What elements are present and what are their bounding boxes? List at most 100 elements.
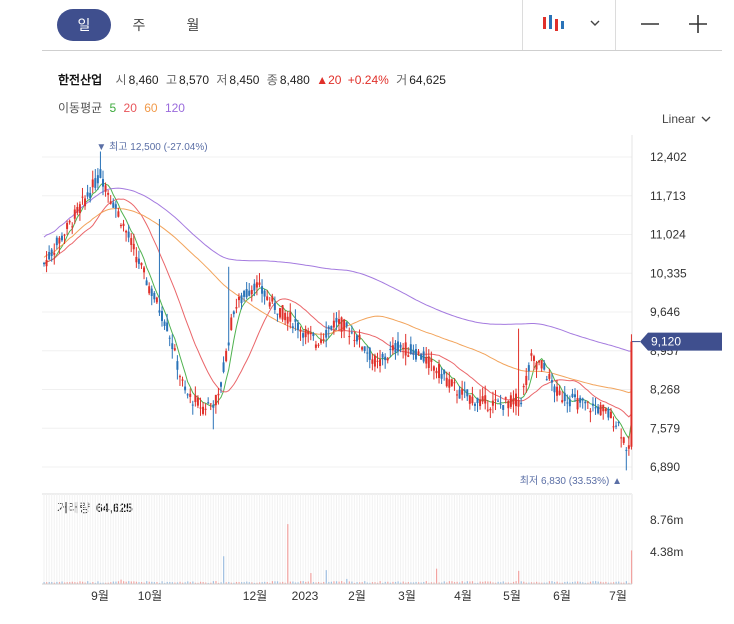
volume-bar	[469, 581, 471, 584]
volume-bar	[566, 581, 569, 584]
candle-body	[84, 198, 87, 207]
volume-bar	[266, 582, 268, 584]
volume-bar	[76, 582, 79, 584]
candle-body	[532, 356, 535, 361]
candle-body	[574, 394, 576, 398]
volume-bar	[346, 578, 348, 584]
tab-daily[interactable]: 일	[57, 9, 111, 41]
volume-bar	[387, 581, 389, 584]
candle-body	[343, 319, 346, 330]
candle-body	[461, 389, 464, 395]
candle-body	[235, 307, 238, 309]
candle-body	[609, 411, 612, 419]
candle-body	[340, 317, 343, 332]
volume-bar	[525, 582, 527, 584]
volume-bar	[615, 581, 617, 584]
volume-bar	[253, 582, 256, 584]
candle-body	[553, 386, 556, 393]
tab-weekly[interactable]: 주	[132, 17, 146, 33]
candle-body	[332, 320, 335, 328]
candle-body	[622, 437, 625, 443]
candle-body	[155, 297, 158, 303]
candle-body	[322, 339, 325, 341]
candle-body	[425, 356, 428, 364]
candle-body	[512, 398, 515, 405]
candle-body	[527, 365, 530, 372]
volume-bar	[512, 581, 515, 584]
ma-120[interactable]: 120	[164, 101, 185, 115]
low-annotation: 최저 6,830 (33.53%) ▲	[520, 475, 622, 487]
candle-body	[486, 409, 489, 411]
scale-selector[interactable]: Linear	[662, 112, 711, 126]
candle-body	[530, 353, 533, 356]
volume-bar	[456, 581, 458, 584]
volume-bar	[189, 582, 191, 584]
volume-bar	[110, 582, 112, 584]
volume-bar	[515, 581, 517, 584]
volume-bar	[117, 581, 120, 584]
volume-bar	[166, 581, 168, 584]
candle-body	[597, 406, 600, 414]
candle-body	[466, 389, 469, 397]
candle-body	[279, 308, 281, 318]
candle-body	[230, 317, 233, 330]
chevron-down-icon[interactable]	[589, 16, 601, 28]
moving-average-legend: 이동평균 5 20 60 120	[58, 99, 189, 116]
candle-body	[304, 329, 307, 338]
ma-60[interactable]: 60	[144, 101, 158, 115]
price-tick-label: 8,268	[650, 383, 680, 397]
price-tick-label: 10,335	[650, 266, 687, 280]
plus-icon[interactable]	[688, 14, 708, 34]
volume-bar	[384, 581, 386, 584]
price-info-row: 한전산업 시 8,460 고 8,570 저 8,450 종 8,480 ▲20 +0.…	[58, 71, 446, 88]
volume-bar	[241, 582, 243, 584]
volume-bar	[551, 581, 553, 584]
volume-bar	[269, 582, 271, 584]
volume-bar	[400, 582, 402, 584]
candle-body	[366, 352, 369, 354]
candle-body	[184, 386, 187, 391]
candle-body	[502, 405, 505, 410]
candle-body	[312, 333, 315, 337]
tab-monthly[interactable]: 월	[186, 17, 200, 33]
ma-5[interactable]: 5	[109, 101, 117, 115]
volume-bar	[351, 581, 353, 584]
candle-body	[220, 382, 222, 387]
volume-bar	[489, 581, 492, 584]
candle-body	[402, 347, 405, 349]
volume-bar	[595, 581, 597, 584]
volume-bar	[264, 581, 266, 584]
candle-body	[60, 235, 63, 241]
volume-bar	[582, 582, 584, 584]
candlestick-icon[interactable]	[542, 13, 566, 35]
volume-bar	[407, 582, 409, 584]
volume-bar	[133, 581, 135, 584]
candle-body	[399, 344, 402, 348]
candle-body	[261, 286, 264, 294]
candle-body	[320, 339, 323, 343]
volume-bar	[628, 582, 630, 584]
volume-bar	[140, 582, 143, 584]
volume-bar	[146, 581, 148, 584]
volume-bar	[392, 581, 394, 584]
chevron-down-icon	[701, 116, 711, 122]
volume-bar	[289, 581, 291, 584]
candle-body	[615, 425, 618, 427]
volume-bar	[466, 581, 468, 584]
candle-body	[476, 397, 479, 404]
change-percent: +0.24%	[347, 73, 389, 87]
minus-icon[interactable]	[640, 15, 660, 33]
candle-body	[102, 179, 104, 187]
volume-bar	[125, 581, 127, 584]
volume-bar	[312, 582, 315, 584]
candle-body	[386, 358, 389, 361]
volume-bar	[212, 581, 215, 584]
candle-body	[430, 358, 433, 362]
candle-body	[289, 312, 292, 322]
candle-body	[525, 375, 528, 385]
volume-bar	[143, 582, 145, 584]
x-tick-label: 2023	[292, 589, 319, 603]
candle-body	[409, 344, 412, 354]
ma-20[interactable]: 20	[123, 101, 137, 115]
